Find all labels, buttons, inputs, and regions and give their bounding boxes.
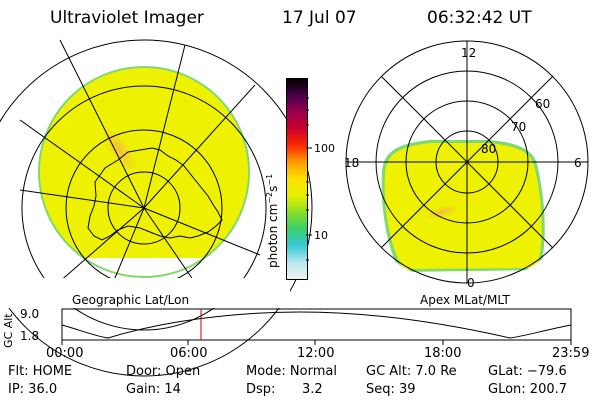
colorbar-ticks [306, 97, 312, 261]
gain-info: Gain: 14 [126, 382, 181, 397]
mlat-label-70: 70 [511, 120, 527, 134]
polar-grid [345, 40, 589, 284]
filter-info: Flt: HOME [8, 364, 73, 379]
observation-time: 06:32:42 UT [427, 8, 532, 28]
glat-info: GLat: −79.6 [488, 364, 567, 379]
mlt-label-midnight: 0 [467, 276, 475, 290]
timeline-xtick-1: 06:00 [170, 346, 208, 361]
seq-info: Seq: 39 [366, 382, 416, 397]
gc-alt-info: GC Alt: 7.0 Re [366, 364, 457, 379]
instrument-title: Ultraviolet Imager [50, 8, 204, 28]
polar-aurora-hotspot [424, 204, 460, 220]
dsp-value: 3.2 [302, 382, 323, 397]
mode-info: Mode: Normal [246, 364, 337, 379]
ip-info: IP: 36.0 [8, 382, 58, 397]
timeline-xtick-4: 23:59 [552, 346, 590, 361]
geographic-label: Geographic Lat/Lon [72, 293, 190, 307]
door-info: Door: Open [126, 364, 201, 379]
antarctica-coastline [87, 147, 223, 241]
colorbar-gradient [287, 79, 307, 279]
polar-image-fill [384, 143, 542, 269]
polar-label: Apex MLat/MLT [420, 293, 510, 307]
mlt-label-dusk: 18 [344, 156, 360, 170]
mlt-label-noon: 12 [461, 46, 477, 60]
mlat-label-80: 80 [481, 142, 497, 156]
glon-info: GLon: 200.7 [488, 382, 568, 397]
timeline-ytick-min: 1.8 [20, 329, 40, 343]
timeline-xtick-3: 18:00 [424, 346, 462, 361]
colorbar-tick-100: 100 [314, 142, 335, 155]
altitude-curve [61, 311, 572, 339]
timeline-frame [61, 308, 572, 341]
geo-grid [0, 39, 313, 377]
mlt-label-dawn: 6 [574, 156, 582, 170]
colorbar [286, 78, 308, 280]
timeline-xtick-0: 00:00 [46, 346, 84, 361]
timeline-xtick-2: 12:00 [297, 346, 335, 361]
dsp-label: Dsp: [246, 382, 276, 397]
observation-date: 17 Jul 07 [282, 8, 357, 28]
colorbar-tick-10: 10 [314, 229, 328, 242]
mlat-label-60: 60 [535, 97, 551, 111]
geo-aurora-hotspot [101, 126, 139, 174]
timeline-ytick-max: 9.0 [20, 307, 40, 321]
